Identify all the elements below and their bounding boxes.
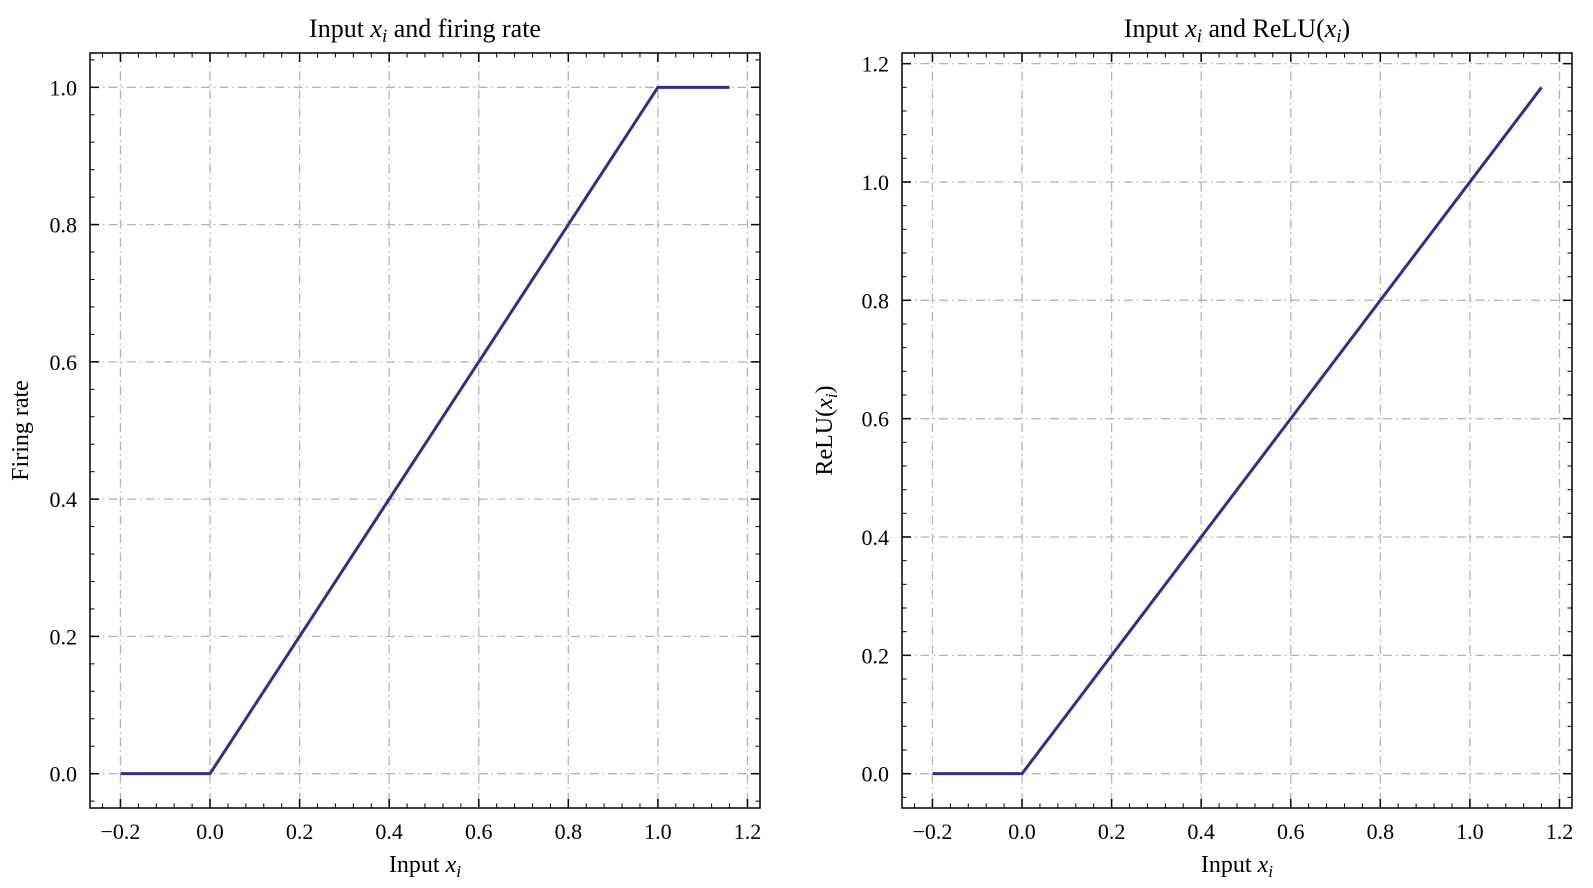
- x-axis-label: Input xi: [1201, 852, 1273, 881]
- x-tick-label: 0.2: [1098, 819, 1126, 844]
- axes-spines: [89, 52, 761, 809]
- x-tick-label: 0.0: [1008, 819, 1036, 844]
- plot-title: Input xi and ReLU(xi): [1124, 14, 1350, 47]
- data-line: [932, 86, 1543, 776]
- y-tick-label: 0.0: [862, 762, 890, 787]
- x-tick-label: 1.0: [1456, 819, 1484, 844]
- y-tick-label: 0.2: [862, 643, 890, 668]
- x-tick-label: 0.2: [286, 819, 314, 844]
- x-tick-label: −0.2: [100, 819, 140, 844]
- x-tick-label: 0.8: [555, 819, 583, 844]
- x-axis-label: Input xi: [389, 852, 461, 881]
- x-tick-label: 0.6: [1277, 819, 1305, 844]
- x-tick-label: 0.0: [196, 819, 224, 844]
- y-tick-label: 0.4: [50, 487, 78, 512]
- x-tick-label: −0.2: [912, 819, 952, 844]
- y-tick-label: 0.6: [862, 407, 890, 432]
- y-tick-label: 1.2: [862, 52, 890, 77]
- x-tick-label: 1.2: [734, 819, 762, 844]
- left-plot-firing-rate: −0.2 0.0 0.2 0.4 0.6 0.8 1.0 1.2 0.0 0.2 0.4 0.6 0.8…: [8, 14, 762, 881]
- y-axis-label: Firing rate: [8, 380, 34, 481]
- x-tick-label: 0.4: [375, 819, 403, 844]
- x-tick-label: 0.4: [1187, 819, 1215, 844]
- plot-title: Input xi and firing rate: [309, 14, 541, 47]
- x-tick-label: 0.6: [465, 819, 493, 844]
- y-tick-label: 0.2: [50, 624, 78, 649]
- y-tick-label: 0.0: [50, 762, 78, 787]
- y-tick-label: 0.6: [50, 350, 78, 375]
- x-tick-label: 1.2: [1546, 819, 1574, 844]
- y-tick-label: 0.8: [50, 213, 78, 238]
- y-tick-label: 0.8: [862, 288, 890, 313]
- x-tick-label: 1.0: [644, 819, 672, 844]
- right-plot-relu: −0.2 0.0 0.2 0.4 0.6 0.8 1.0 1.2 0.0 0.2 0.4 0.6 0.8…: [812, 14, 1574, 881]
- x-tick-label: 0.8: [1367, 819, 1395, 844]
- y-tick-label: 0.4: [862, 525, 890, 550]
- y-axis-label: ReLU(xi): [812, 385, 841, 475]
- data-line: [120, 85, 730, 776]
- y-tick-label: 1.0: [50, 75, 78, 100]
- axes-spines: [901, 52, 1573, 809]
- y-tick-label: 1.0: [862, 170, 890, 195]
